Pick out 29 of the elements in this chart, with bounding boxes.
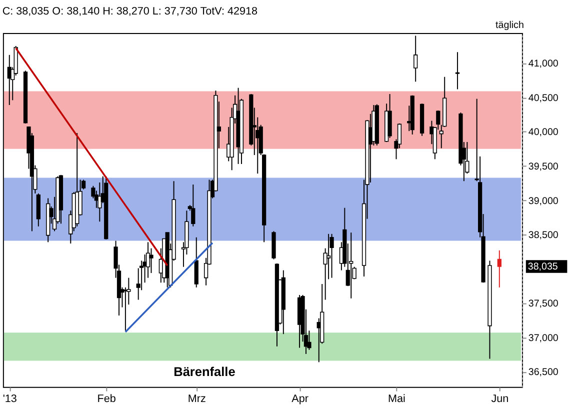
x-tick-label: Apr [292,393,309,406]
chart-title: C: 38,035 O: 38,140 H: 38,270 L: 37,730 TotV: 42918 [2,5,258,18]
y-tick-label: 41,000 [528,58,559,70]
x-tick-label: Mai [388,393,406,406]
candlestick [330,233,334,278]
annotation: Bärenfalle [174,364,236,380]
candlestick [191,184,196,227]
text: 38,035 [528,261,558,272]
y-tick-label: 40,000 [528,127,559,138]
y-tick-label: 39,000 [528,196,559,207]
y-tick-label: 36,500 [528,367,559,378]
candlestick [497,250,502,288]
text: täglich [496,20,524,32]
x-tick-label: '13 [2,393,17,406]
candlestick [414,35,418,82]
candlestick [194,236,198,288]
y-tick-label: 37,000 [528,332,559,344]
y-tick-label: 38,500 [528,230,559,242]
x-tick-label: Jun [491,393,509,406]
y-tick-label: 37,500 [528,298,559,310]
y-tick-label: 40,500 [528,92,559,104]
x-tick-label: Feb [97,393,116,406]
candlestick [349,232,354,299]
candlestick [326,233,331,280]
candlestick [146,242,150,278]
x-tick-label: Mrz [188,393,206,406]
y-tick-label: 39,500 [528,161,559,172]
candlestick [455,52,460,90]
candlestick [149,248,154,274]
